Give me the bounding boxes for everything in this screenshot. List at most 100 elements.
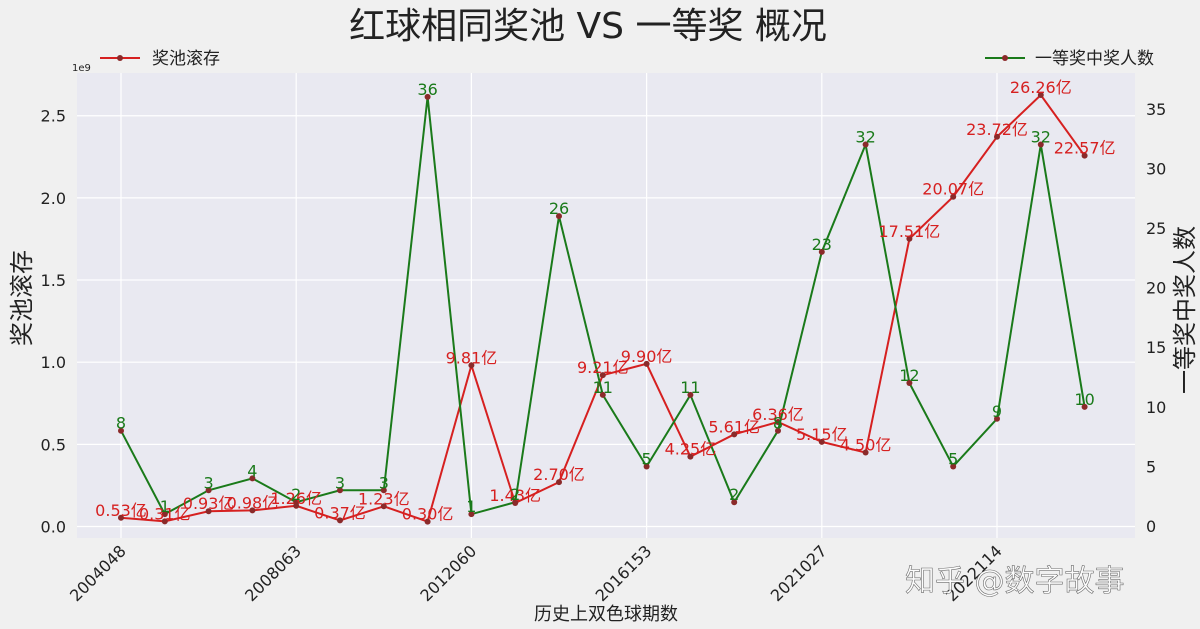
winners-data-label: 3 xyxy=(335,473,345,492)
right-tick-label: 25 xyxy=(1146,219,1166,238)
winners-point xyxy=(599,391,606,398)
winners-point xyxy=(687,391,694,398)
winners-data-label: 3 xyxy=(204,473,214,492)
prize-pool-data-label: 0.37亿 xyxy=(314,503,366,522)
prize-pool-point xyxy=(161,518,168,525)
winners-data-label: 2 xyxy=(291,485,301,504)
x-tick-label: 2004048 xyxy=(66,541,130,605)
prize-pool-point xyxy=(1037,92,1044,99)
winners-data-label: 2 xyxy=(729,485,739,504)
winners-point xyxy=(512,499,519,506)
winners-data-label: 23 xyxy=(812,235,832,254)
prize-pool-data-label: 0.98亿 xyxy=(227,493,279,512)
legend-right-label: 一等奖中奖人数 xyxy=(1035,49,1154,69)
prize-pool-data-label: 5.15亿 xyxy=(796,425,848,444)
winners-data-label: 1 xyxy=(160,497,170,516)
winners-data-label: 12 xyxy=(899,366,919,385)
winners-data-label: 32 xyxy=(1031,128,1051,147)
winners-point xyxy=(161,511,168,518)
prize-pool-data-label: 9.81亿 xyxy=(446,348,498,367)
prize-pool-data-label: 4.25亿 xyxy=(665,440,717,459)
right-tick-label: 20 xyxy=(1146,279,1166,298)
right-axis-label: 一等奖中奖人数 xyxy=(1171,226,1199,394)
x-tick-label: 2016153 xyxy=(592,541,656,605)
left-tick-label: 2.5 xyxy=(41,107,66,126)
prize-pool-point xyxy=(687,453,694,460)
legend-left-marker xyxy=(117,55,123,61)
x-tick-label: 2021027 xyxy=(767,541,831,605)
winners-data-label: 3 xyxy=(379,473,389,492)
left-tick-label: 0.5 xyxy=(41,435,66,454)
prize-pool-point xyxy=(994,133,1000,140)
winners-point xyxy=(337,487,343,494)
prize-pool-point xyxy=(337,517,343,524)
prize-pool-point xyxy=(556,479,562,486)
winners-point xyxy=(468,511,475,518)
right-tick-label: 0 xyxy=(1146,517,1156,536)
left-tick-label: 0.0 xyxy=(41,517,66,536)
series-prize-pool xyxy=(118,92,1088,525)
winners-data-label: 26 xyxy=(549,199,569,218)
right-axis-ticks: 0 5 10 15 20 25 30 35 xyxy=(1146,100,1166,536)
winners-data-label: 5 xyxy=(948,449,958,468)
prize-pool-data-label: 5.61亿 xyxy=(708,417,760,436)
prize-pool-point xyxy=(599,372,606,379)
prize-pool-point xyxy=(818,438,825,445)
left-tick-label: 2.0 xyxy=(41,189,66,208)
legend-right-marker xyxy=(1002,55,1008,61)
chart-title: 红球相同奖池 VS 一等奖 概况 xyxy=(349,6,827,47)
prize-pool-data-label: 0.30亿 xyxy=(402,505,454,524)
prize-pool-data-label: 20.07亿 xyxy=(922,180,984,199)
winners-point xyxy=(994,415,1000,422)
prize-pool-point xyxy=(906,235,913,242)
winners-point xyxy=(775,427,781,434)
left-tick-label: 1.0 xyxy=(41,353,66,372)
prize-pool-data-label: 2.70亿 xyxy=(533,465,585,484)
watermark: 知乎 @数字故事 xyxy=(905,564,1125,599)
prize-pool-point xyxy=(468,362,475,369)
winners-point xyxy=(205,487,212,494)
x-tick-label: 2008063 xyxy=(241,541,305,605)
prize-pool-data-label: 22.57亿 xyxy=(1054,139,1116,158)
grid xyxy=(77,73,1135,538)
prize-pool-point xyxy=(424,518,431,525)
winners-data-label: 4 xyxy=(247,461,257,480)
winners-point xyxy=(380,487,387,494)
winners-data-label: 8 xyxy=(116,414,126,433)
winners-point xyxy=(950,463,957,470)
prize-pool-point xyxy=(1081,152,1088,159)
prize-pool-data-label: 0.31亿 xyxy=(139,504,191,523)
winners-data-label: 8 xyxy=(773,414,783,433)
prize-pool-data-label: 23.72亿 xyxy=(966,120,1028,139)
winners-point xyxy=(906,380,913,386)
winners-data-label: 9 xyxy=(992,402,1002,421)
plot-area xyxy=(77,73,1135,538)
prize-pool-data-label: 4.50亿 xyxy=(840,436,892,455)
winners-point xyxy=(818,248,825,255)
x-axis-label: 历史上双色球期数 xyxy=(534,604,678,625)
x-axis-ticks: 2004048 2008063 2012060 2016153 2021027 20221… xyxy=(66,541,1006,605)
left-tick-label: 1.5 xyxy=(41,271,66,290)
series-winners xyxy=(118,93,1088,518)
right-tick-label: 15 xyxy=(1146,338,1166,357)
prize-pool-data-label: 1.26亿 xyxy=(270,489,322,508)
left-axis-exponent: 1e9 xyxy=(72,63,91,74)
x-tick-label: 2012060 xyxy=(416,541,480,605)
right-tick-label: 30 xyxy=(1146,159,1166,178)
winners-data-label: 2 xyxy=(510,485,520,504)
winners-point xyxy=(731,499,738,506)
winners-point xyxy=(293,499,300,506)
legend-left: 奖池滚存 xyxy=(100,49,220,69)
winners-point xyxy=(118,427,124,434)
prize-pool-data-label: 26.26亿 xyxy=(1010,78,1072,97)
winners-point xyxy=(424,93,431,100)
winners-data-label: 11 xyxy=(680,378,700,397)
prize-pool-point xyxy=(862,449,869,456)
prize-pool-point xyxy=(380,503,387,510)
right-tick-label: 10 xyxy=(1146,398,1166,417)
prize-pool-point xyxy=(205,508,212,515)
prize-pool-data-label: 9.21亿 xyxy=(577,358,629,377)
prize-pool-point xyxy=(249,507,256,514)
winners-point xyxy=(643,463,650,470)
